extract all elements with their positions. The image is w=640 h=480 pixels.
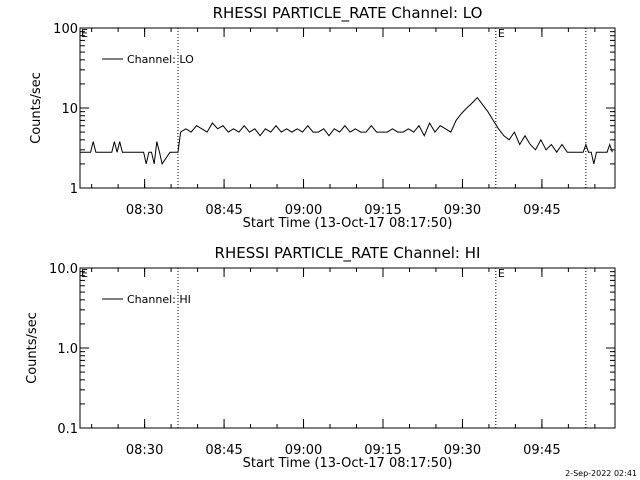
x-tick-label: 09:00 — [285, 443, 322, 458]
y-tick-label: 0.1 — [57, 422, 78, 437]
chart-panel-lo: RHESSI PARTICLE_RATE Channel: LO E E 1 10 100… — [29, 4, 616, 231]
x-tick-label: 09:45 — [523, 443, 560, 458]
x-tick-label: 08:30 — [126, 443, 163, 458]
x-axis-label: Start Time (13-Oct-17 08:17:50) — [243, 456, 453, 471]
x-tick-label: 09:15 — [364, 203, 401, 218]
chart-title: RHESSI PARTICLE_RATE Channel: HI — [215, 244, 481, 263]
y-axis-label: Counts/sec — [29, 72, 44, 144]
y-tick-label: 10.0 — [49, 262, 78, 277]
plot-frame — [79, 267, 616, 429]
x-tick-label: 09:00 — [285, 203, 322, 218]
timestamp-label: 2-Sep-2022 02:41 — [565, 469, 637, 478]
y-tick-label: 1 — [70, 182, 78, 197]
legend-label: Channel: HI — [127, 293, 191, 306]
x-tick-label: 08:30 — [126, 203, 163, 218]
y-axis-label: Counts/sec — [25, 312, 40, 384]
event-marker-label: E — [498, 27, 505, 40]
event-marker-label: E — [81, 27, 88, 40]
x-tick-label: 08:45 — [205, 203, 242, 218]
event-marker-label: E — [81, 267, 88, 280]
legend-label: Channel: LO — [127, 53, 194, 66]
event-marker-label: E — [498, 267, 505, 280]
y-tick-label: 100 — [53, 22, 78, 37]
y-tick-label: 10 — [61, 102, 78, 117]
chart-panel-hi: RHESSI PARTICLE_RATE Channel: HI E E 0.1 1.0… — [25, 244, 616, 471]
x-tick-label: 09:15 — [364, 443, 401, 458]
x-tick-label: 09:30 — [444, 203, 481, 218]
x-axis-label: Start Time (13-Oct-17 08:17:50) — [243, 216, 453, 231]
y-tick-label: 1.0 — [57, 342, 78, 357]
series-line — [80, 96, 613, 166]
chart-title: RHESSI PARTICLE_RATE Channel: LO — [213, 4, 483, 23]
plot-frame — [79, 27, 616, 189]
x-tick-label: 08:45 — [205, 443, 242, 458]
x-tick-label: 09:30 — [444, 443, 481, 458]
x-tick-label: 09:45 — [523, 203, 560, 218]
